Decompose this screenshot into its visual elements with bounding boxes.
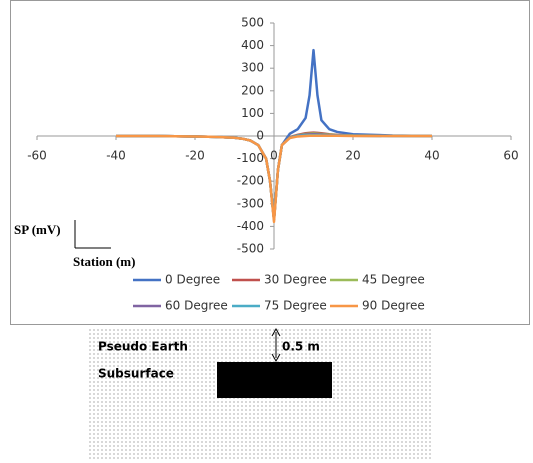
y-tick-label: 400 [241, 38, 264, 52]
depth-label: 0.5 m [282, 340, 320, 354]
legend-label: 75 Degree [264, 299, 327, 313]
y-tick-label: -500 [237, 242, 264, 256]
y-tick-label: 0 [256, 129, 264, 143]
y-tick-label: 500 [241, 16, 264, 30]
y-tick-label: -200 [237, 174, 264, 188]
legend-label: 45 Degree [362, 273, 425, 287]
medium-label: Pseudo Earth [98, 340, 188, 354]
x-tick-label: 40 [424, 149, 439, 163]
y-tick-label: 300 [241, 61, 264, 75]
x-tick-label: 0 [270, 149, 278, 163]
y-tick-label: -300 [237, 196, 264, 210]
x-tick-label: 20 [345, 149, 360, 163]
y-tick-label: 100 [241, 106, 264, 120]
x-tick-label: -60 [27, 149, 47, 163]
legend-label: 0 Degree [165, 273, 220, 287]
y-tick-label: -100 [237, 151, 264, 165]
body [217, 362, 332, 398]
depth-arrow-heads [271, 327, 281, 363]
y-tick-label: -400 [237, 219, 264, 233]
y-axis-label: SP (mV) [14, 222, 61, 237]
x-axis-label: Station (m) [73, 254, 135, 269]
series-line [116, 134, 432, 224]
plot: -500-400-300-200-1000100200300400500-60-… [27, 16, 518, 313]
medium-label: Subsurface [98, 367, 174, 381]
legend-label: 60 Degree [165, 299, 228, 313]
y-tick-label: 200 [241, 83, 264, 97]
legend-label: 30 Degree [264, 273, 327, 287]
x-tick-label: -20 [185, 149, 205, 163]
legend-label: 90 Degree [362, 299, 425, 313]
x-tick-label: -40 [106, 149, 126, 163]
x-tick-label: 60 [503, 149, 518, 163]
chart-frame [10, 0, 530, 325]
